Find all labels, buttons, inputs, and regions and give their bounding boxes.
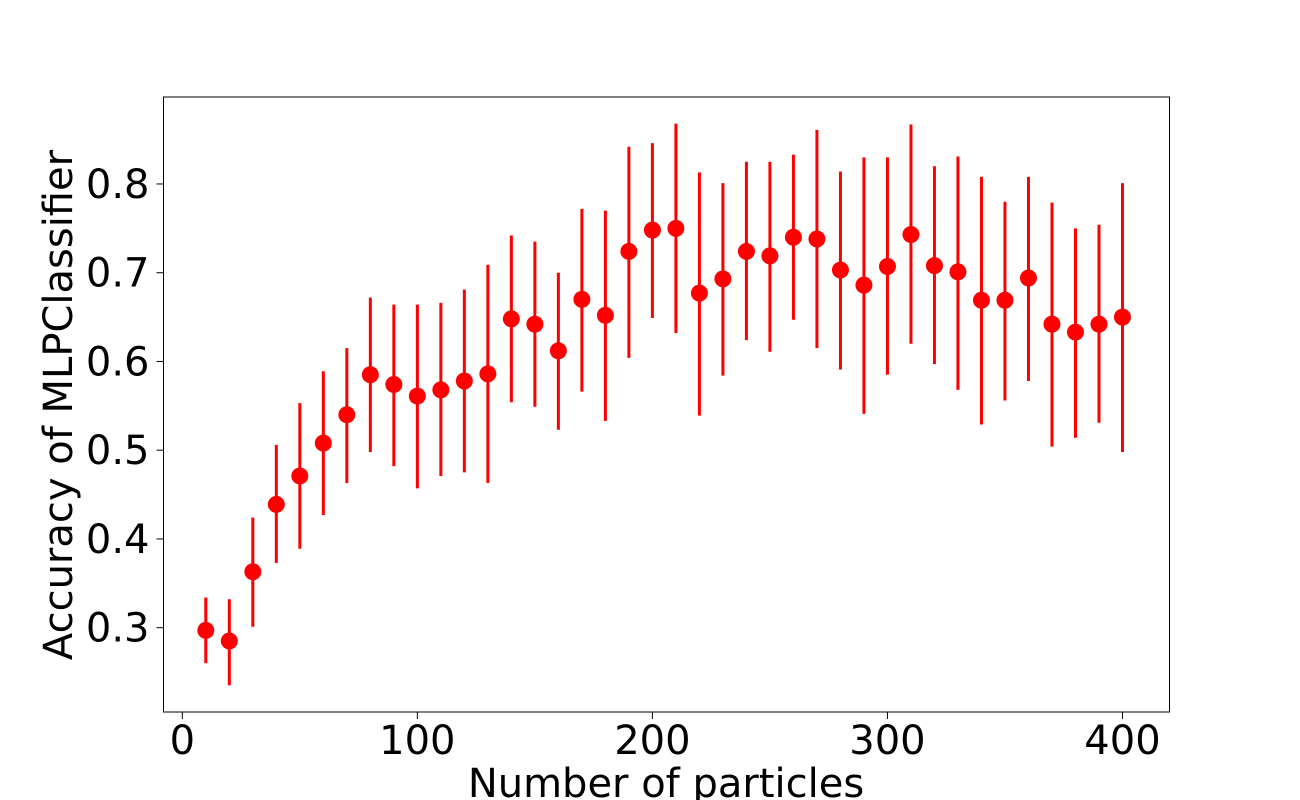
x-tick-label: 0 (170, 718, 195, 764)
data-point (690, 284, 708, 302)
x-axis: 0 100 200 300 400 (170, 712, 1161, 764)
x-axis-label: Number of particles (468, 761, 864, 800)
data-point (831, 261, 849, 279)
data-point (949, 263, 967, 281)
data-point (1066, 323, 1084, 341)
data-point (972, 291, 990, 309)
data-point (197, 621, 215, 639)
plot-area (163, 96, 1170, 713)
x-tick-label: 300 (849, 718, 925, 764)
data-point (667, 219, 685, 237)
data-point (455, 372, 473, 390)
data-point (596, 306, 614, 324)
y-tick-label: 0.5 (86, 428, 150, 474)
data-point (784, 228, 802, 246)
data-point (714, 270, 732, 288)
data-point (432, 381, 450, 399)
data-points (197, 219, 1131, 650)
data-point (737, 242, 755, 260)
data-point (1113, 308, 1131, 326)
y-axis: 0.3 0.4 0.5 0.6 0.7 0.8 (86, 162, 164, 652)
data-point (761, 247, 779, 265)
data-point (338, 406, 356, 424)
data-point (526, 315, 544, 333)
data-point (902, 226, 920, 244)
data-point (1043, 315, 1061, 333)
data-point (502, 310, 520, 328)
data-point (1019, 269, 1037, 287)
data-point (291, 467, 309, 485)
y-tick-label: 0.3 (86, 606, 150, 652)
x-tick-label: 100 (379, 718, 455, 764)
data-point (643, 221, 661, 239)
x-tick-label: 400 (1084, 718, 1160, 764)
y-tick-label: 0.4 (86, 517, 150, 563)
data-point (220, 632, 238, 650)
data-point (620, 242, 638, 260)
x-tick-label: 200 (614, 718, 690, 764)
data-point (479, 365, 497, 383)
y-tick-label: 0.7 (86, 251, 150, 297)
data-point (549, 342, 567, 360)
data-point (573, 290, 591, 308)
data-point (1090, 315, 1108, 333)
data-point (925, 257, 943, 275)
data-point (855, 276, 873, 294)
data-point (361, 366, 379, 384)
data-point (808, 230, 826, 248)
y-tick-label: 0.6 (86, 339, 150, 385)
data-point (267, 495, 285, 513)
y-tick-label: 0.8 (86, 162, 150, 208)
data-point (385, 376, 403, 394)
data-point (314, 434, 332, 452)
data-point (878, 258, 896, 276)
data-point (244, 563, 262, 581)
data-point (408, 387, 426, 405)
y-axis-label: Accuracy of MLPClassifier (36, 149, 82, 660)
data-point (996, 291, 1014, 309)
